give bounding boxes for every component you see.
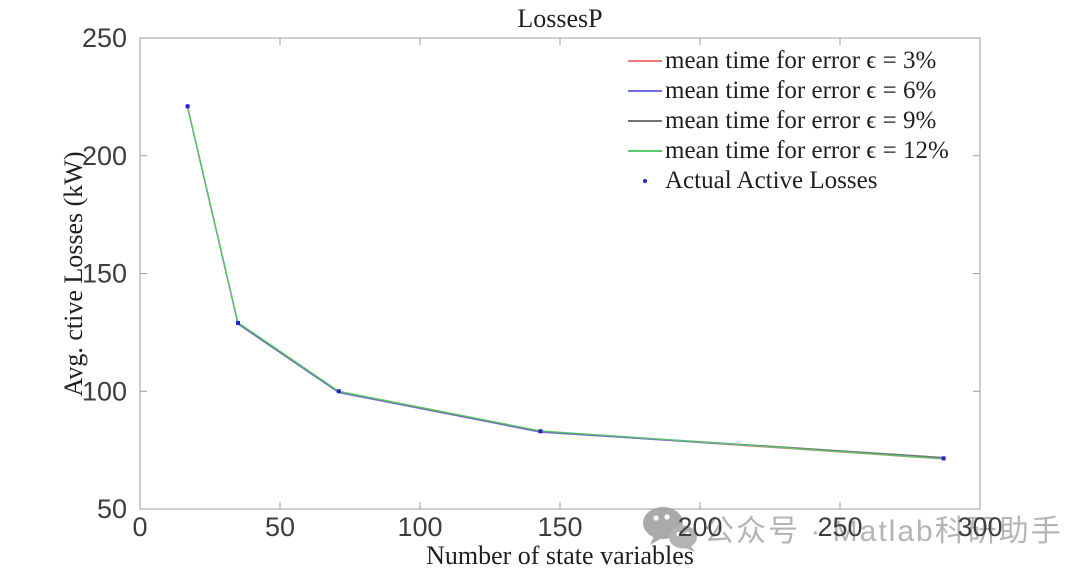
legend-item-label: mean time for error ϵ = 3%	[665, 47, 937, 74]
legend-item-label: mean time for error ϵ = 6%	[665, 77, 937, 104]
data-point-marker	[236, 320, 240, 325]
data-point-marker	[336, 389, 341, 394]
x-tick-label: 250	[817, 512, 862, 542]
x-tick-label: 100	[397, 512, 442, 542]
data-point-marker	[538, 429, 543, 434]
legend: mean time for error ϵ = 3% mean time for …	[628, 46, 949, 196]
legend-item: Actual Active Losses	[628, 166, 949, 196]
y-tick-label: 50	[97, 494, 127, 524]
y-tick-label: 250	[82, 23, 127, 53]
watermark-text: 公众号 · Matlab科研助手	[704, 515, 1063, 548]
x-tick-label: 300	[957, 512, 1002, 542]
chart-title: LossesP	[517, 4, 603, 33]
x-tick-label: 200	[677, 512, 722, 542]
legend-item: mean time for error ϵ = 6%	[628, 76, 949, 106]
x-tick-label: 50	[265, 512, 295, 542]
legend-line-swatch	[628, 60, 662, 62]
legend-item-label: mean time for error ϵ = 12%	[665, 137, 949, 164]
data-point-marker	[941, 456, 946, 461]
y-tick-label: 200	[82, 141, 127, 171]
y-tick-label: 100	[82, 376, 127, 406]
x-axis-label: Number of state variables	[426, 541, 694, 570]
y-tick-label: 150	[82, 259, 127, 289]
watermark: 公众号 · Matlab科研助手	[640, 504, 1063, 552]
x-tick-label: 150	[537, 512, 582, 542]
legend-item: mean time for error ϵ = 3%	[628, 46, 949, 76]
x-tick-label: 0	[132, 512, 147, 542]
legend-line-swatch	[628, 150, 662, 152]
legend-item: mean time for error ϵ = 12%	[628, 136, 949, 166]
y-axis-label: Avg. ctive Losses (kW)	[59, 151, 88, 397]
data-point-marker	[185, 104, 190, 109]
legend-item: mean time for error ϵ = 9%	[628, 106, 949, 136]
legend-item-label: Actual Active Losses	[665, 167, 878, 194]
legend-dot-marker	[628, 179, 662, 183]
legend-line-swatch	[628, 120, 662, 122]
wechat-icon	[643, 507, 697, 552]
legend-item-label: mean time for error ϵ = 9%	[665, 107, 937, 134]
legend-line-swatch	[628, 90, 662, 92]
dot-icon	[643, 179, 647, 183]
